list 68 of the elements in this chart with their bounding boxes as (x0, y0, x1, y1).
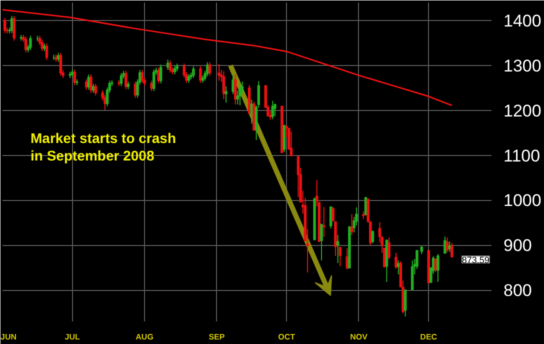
candlestick (238, 82, 242, 106)
candlestick (140, 69, 144, 84)
candlestick (10, 15, 14, 34)
candlestick (120, 72, 123, 87)
candlestick (199, 66, 202, 84)
annotation: 873.59 (462, 254, 490, 265)
y-tick-label: 1100 (504, 146, 540, 166)
candlestick (383, 248, 386, 268)
candlestick (410, 260, 414, 290)
x-tick-label: OCT (278, 332, 296, 342)
candlestick (396, 260, 400, 275)
candlestick (448, 241, 451, 252)
x-tick-label: DEC (420, 332, 438, 342)
x-tick-label: AUG (136, 332, 154, 342)
candlestick (436, 254, 440, 282)
candlestick (166, 59, 170, 70)
candlestick (45, 42, 48, 61)
candlestick (444, 236, 446, 254)
candlestick (434, 258, 437, 273)
candlestick (224, 86, 228, 104)
candlestick (271, 100, 274, 120)
candlestick (320, 223, 323, 261)
candlestick (378, 222, 382, 243)
line-series (2, 8, 453, 106)
candlestick (152, 68, 156, 92)
candlestick (336, 234, 340, 264)
candlestick (90, 74, 92, 94)
annotation: Market starts to crash in September 2008 (30, 130, 176, 164)
candlestick (218, 64, 220, 82)
y-tick-label: 1300 (504, 56, 542, 76)
candlestick (157, 67, 160, 84)
x-tick-label: JUL (64, 332, 80, 342)
candlestick (168, 60, 172, 74)
candlestick (12, 15, 16, 42)
candlestick (232, 74, 234, 95)
candlestick (329, 206, 332, 229)
candlestick (29, 35, 32, 51)
candlestick (40, 39, 44, 52)
candlestick (206, 62, 209, 77)
y-tick-label: 1200 (504, 101, 542, 120)
candlestick (274, 103, 276, 117)
candlestick (234, 74, 237, 105)
candlestick (388, 236, 390, 260)
candlestick (192, 66, 195, 78)
candlestick (84, 78, 88, 90)
candlestick (371, 230, 374, 244)
candlestick (350, 214, 354, 236)
candlestick (159, 64, 162, 84)
x-tick-label: JUN (0, 332, 17, 342)
y-tick-label: 900 (504, 236, 532, 256)
x-tick-label: SEP (208, 332, 226, 342)
y-tick-label: 1400 (504, 11, 542, 30)
y-tick-label: 1000 (504, 191, 542, 210)
candlestick (394, 252, 398, 269)
candlestick (338, 246, 342, 267)
y-tick-label: 800 (504, 281, 532, 300)
x-tick-label: NOV (350, 332, 368, 342)
candlestick (208, 62, 212, 76)
candlestick (290, 130, 293, 157)
candlestick (150, 80, 153, 92)
candlestick (94, 83, 98, 96)
candlestick (59, 52, 62, 76)
candlestick (124, 70, 128, 90)
candlestick (282, 124, 286, 153)
candlestick (450, 242, 454, 258)
candlestick (404, 289, 407, 318)
candlestick (73, 68, 76, 86)
candlestick (3, 17, 6, 34)
